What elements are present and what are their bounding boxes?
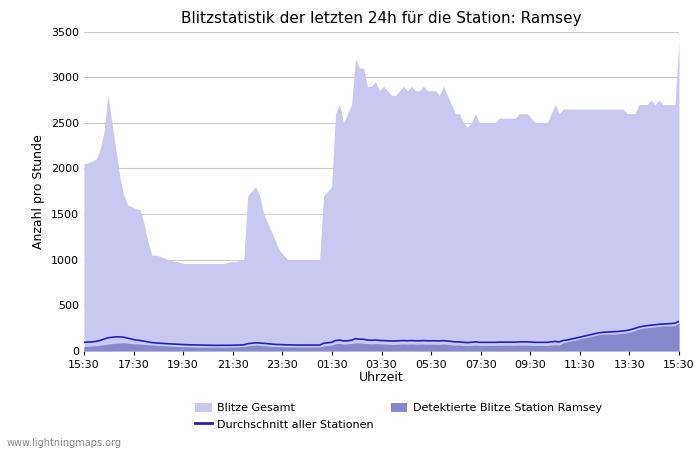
X-axis label: Uhrzeit: Uhrzeit	[359, 371, 404, 384]
Text: www.lightningmaps.org: www.lightningmaps.org	[7, 438, 122, 448]
Title: Blitzstatistik der letzten 24h für die Station: Ramsey: Blitzstatistik der letzten 24h für die S…	[181, 11, 582, 26]
Legend: Blitze Gesamt, Durchschnitt aller Stationen, Detektierte Blitze Station Ramsey: Blitze Gesamt, Durchschnitt aller Statio…	[190, 398, 606, 434]
Y-axis label: Anzahl pro Stunde: Anzahl pro Stunde	[32, 134, 46, 248]
